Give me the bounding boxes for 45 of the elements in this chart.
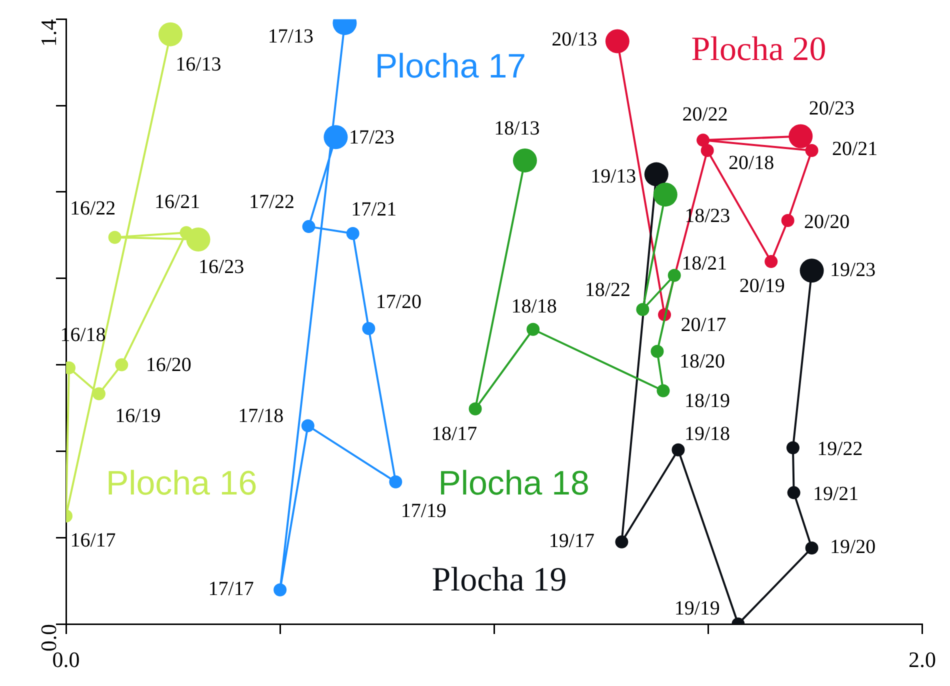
data-label: 16/20 [146, 354, 192, 376]
data-label: 20/13 [552, 28, 598, 50]
data-label: 18/19 [684, 390, 730, 412]
data-label: 19/18 [684, 423, 730, 446]
data-label: 17/23 [348, 126, 394, 148]
data-label: 19/19 [674, 597, 720, 620]
y-tick-label: 1.4 [36, 19, 61, 47]
data-label: 18/17 [432, 423, 478, 446]
data-label: 20/18 [728, 152, 774, 174]
data-label: 16/17 [70, 529, 116, 552]
data-label: 16/23 [198, 256, 244, 278]
data-label: 20/21 [832, 138, 878, 160]
data-label: 16/19 [115, 404, 161, 427]
data-label: 18/22 [584, 278, 630, 301]
data-label: 18/21 [682, 252, 728, 275]
data-label: 16/22 [70, 198, 116, 220]
data-label: 18/13 [494, 118, 540, 140]
data-label: 17/19 [400, 500, 446, 522]
data-label: 16/21 [154, 190, 200, 213]
data-label: 20/22 [682, 103, 728, 126]
data-label: 19/20 [830, 536, 876, 558]
data-label: 17/18 [238, 404, 284, 427]
data-label: 19/22 [817, 438, 863, 460]
data-label: 16/13 [176, 54, 222, 76]
series-label: Plocha 20 [691, 31, 826, 68]
series-label: Plocha 19 [432, 562, 567, 599]
data-label: 19/17 [548, 530, 594, 552]
data-label: 20/20 [804, 210, 850, 233]
data-label: 17/20 [376, 290, 422, 313]
data-label: 17/13 [268, 25, 314, 48]
data-label: 18/18 [511, 296, 557, 318]
data-label: 18/20 [679, 350, 726, 373]
data-label: 17/22 [248, 190, 295, 213]
data-label: 20/19 [739, 274, 785, 297]
data-label: 17/21 [351, 198, 397, 221]
data-label: 20/17 [680, 314, 726, 336]
data-label: 19/13 [590, 166, 636, 188]
series-label: Plocha 18 [438, 464, 590, 502]
data-label: 17/17 [208, 578, 254, 600]
data-label: 19/21 [813, 482, 859, 505]
series-label: Plocha 16 [106, 464, 258, 502]
data-label: 19/23 [830, 258, 876, 281]
x-tick-label: 2.0 [908, 646, 936, 672]
series-label: Plocha 17 [374, 48, 526, 86]
data-label: 20/23 [808, 98, 854, 120]
